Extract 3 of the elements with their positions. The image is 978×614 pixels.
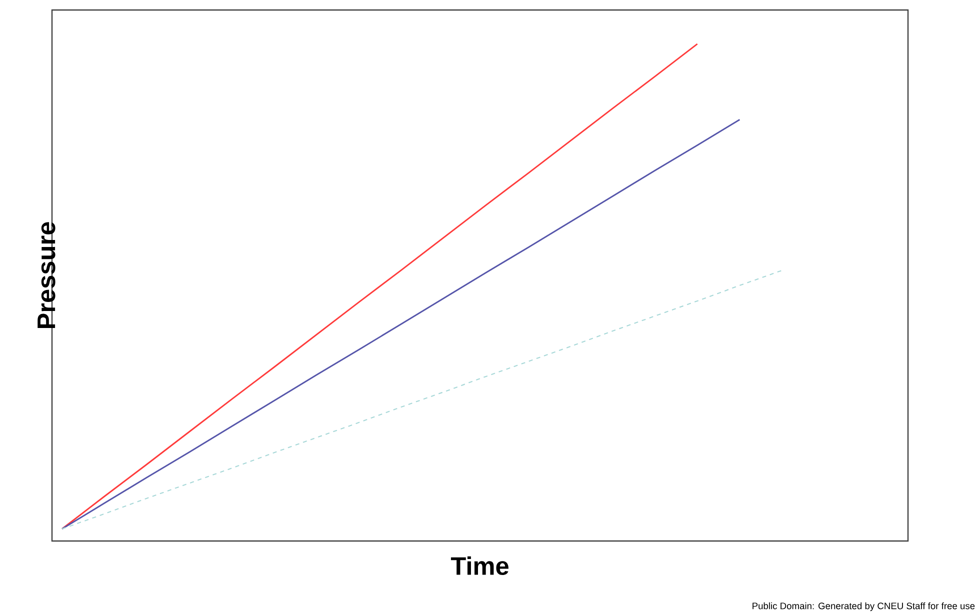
x-axis-title: Time [450, 556, 508, 575]
y-axis-title: Pressure [38, 222, 56, 328]
text: Public Domain: Generated by CNEU Staff for free use [752, 602, 975, 612]
